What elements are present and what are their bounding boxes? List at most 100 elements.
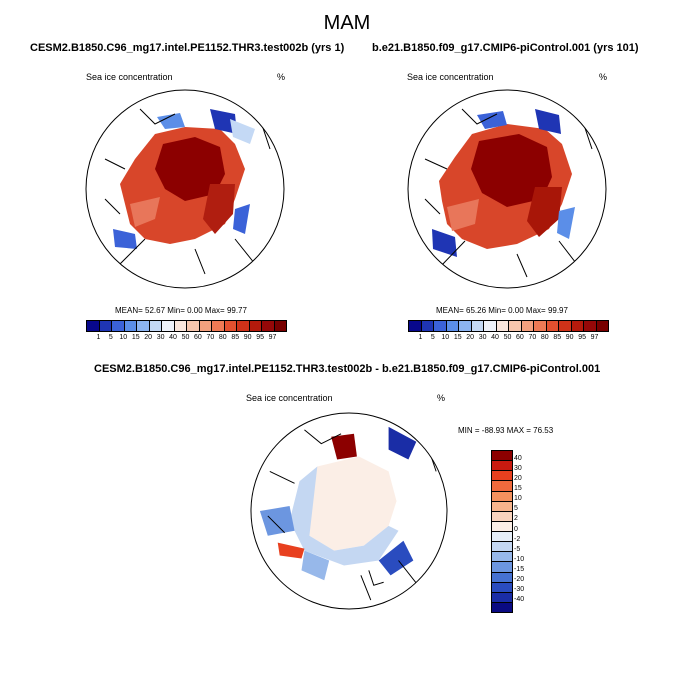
left-ice-east xyxy=(203,184,235,234)
right-colorbar-tick-label: 85 xyxy=(553,334,562,341)
diff-colorbar-tick-label: 40 xyxy=(514,455,522,463)
right-colorbar-tick-label: 5 xyxy=(430,334,435,341)
left-colorbar-swatch xyxy=(187,321,200,331)
right-marginal-east xyxy=(557,207,575,239)
diff-colorbar-tick-label: -40 xyxy=(514,595,525,603)
diff-colorbar-swatch xyxy=(492,572,512,583)
left-colorbar-swatch xyxy=(262,321,275,331)
diff-colorbar-swatch xyxy=(492,582,512,593)
diff-colorbar-tick-label: -20 xyxy=(514,575,525,583)
diff-colorbar-swatch xyxy=(492,471,512,482)
left-min-value: 0.00 xyxy=(187,306,203,315)
right-ice-west xyxy=(447,199,479,231)
right-max-label: Max= xyxy=(525,306,546,315)
right-min-label: Min= xyxy=(488,306,506,315)
diff-colorbar-swatch xyxy=(492,592,512,603)
right-case-title: b.e21.B1850.f09_g17.CMIP6-piControl.001 … xyxy=(372,42,639,54)
right-colorbar-tick-label: 10 xyxy=(441,334,450,341)
right-colorbar-swatch xyxy=(409,321,422,331)
left-field-label: Sea ice concentration xyxy=(86,72,173,82)
left-colorbar-swatch xyxy=(249,321,262,331)
left-colorbar-tick-label: 30 xyxy=(156,334,165,341)
left-colorbar-swatch xyxy=(212,321,225,331)
right-colorbar-tick-label: 1 xyxy=(418,334,423,341)
right-ice-core xyxy=(471,134,552,207)
right-min-value: 0.00 xyxy=(508,306,524,315)
right-colorbar-tick-label: 95 xyxy=(578,334,587,341)
right-colorbar-labels: 1 5 10 15 20 30 40 50 60 70 80 85 90 95 97 xyxy=(408,334,607,344)
diff-units-label: % xyxy=(437,393,446,403)
left-marginal-ne2 xyxy=(230,119,255,144)
left-colorbar-tick-label: 95 xyxy=(256,334,265,341)
left-colorbar-tick-label: 15 xyxy=(131,334,140,341)
diff-colorbar-tick-label: 30 xyxy=(514,465,522,473)
diff-colorbar-swatch xyxy=(492,511,512,522)
left-colorbar-swatch xyxy=(162,321,175,331)
left-colorbar-tick-label: 60 xyxy=(194,334,202,341)
diff-colorbar-tick-label: -30 xyxy=(514,585,525,593)
diff-colorbar-labels: 40 30 20 15 10 5 2 0 -2 -5 -10 -15 -20 -30 -40 xyxy=(514,450,544,611)
left-colorbar-tick-label: 10 xyxy=(119,334,128,341)
diff-positive-west xyxy=(277,542,305,559)
right-colorbar-swatch xyxy=(559,321,572,331)
diff-field-label: Sea ice concentration xyxy=(246,393,333,403)
diff-minmax-label: MIN = -88.93 MAX = 76.53 xyxy=(458,426,554,435)
right-colorbar-tick-label: 15 xyxy=(453,334,462,341)
left-ice-core xyxy=(155,137,225,201)
diff-colorbar-swatch xyxy=(492,562,512,573)
right-colorbar-swatch xyxy=(509,321,522,331)
diff-negative-ne xyxy=(388,426,417,460)
left-colorbar-tick-label: 70 xyxy=(206,334,215,341)
right-colorbar-tick-label: 50 xyxy=(503,334,512,341)
diff-colorbar-tick-label: -2 xyxy=(514,535,521,543)
left-colorbar-tick-label: 80 xyxy=(218,334,227,341)
right-marginal-south xyxy=(432,229,457,257)
right-colorbar-swatch xyxy=(571,321,584,331)
right-colorbar-swatch xyxy=(534,321,547,331)
left-mean-label: MEAN= xyxy=(115,306,143,315)
diff-negative-south xyxy=(301,550,330,581)
right-colorbar-swatch xyxy=(496,321,509,331)
diff-colorbar-tick-label: 20 xyxy=(514,475,522,483)
diff-colorbar-swatch xyxy=(492,461,512,472)
right-colorbar-tick-label: 40 xyxy=(491,334,499,341)
right-colorbar-swatch xyxy=(421,321,434,331)
left-marginal-ne xyxy=(210,109,237,134)
diff-colorbar-swatch xyxy=(492,491,512,502)
diff-colorbar xyxy=(491,450,513,613)
left-colorbar-swatch xyxy=(237,321,250,331)
left-marginal-east xyxy=(233,204,250,234)
diff-negative-east xyxy=(378,540,414,576)
right-colorbar-tick-label: 60 xyxy=(516,334,524,341)
right-field-label: Sea ice concentration xyxy=(407,72,494,82)
diff-colorbar-tick-label: -5 xyxy=(514,545,521,553)
right-colorbar-tick-label: 80 xyxy=(540,334,549,341)
right-colorbar-swatch xyxy=(584,321,597,331)
right-units-label: % xyxy=(599,72,608,82)
diff-colorbar-swatch xyxy=(492,602,512,612)
left-ice-west xyxy=(130,197,160,227)
left-colorbar-swatch xyxy=(99,321,112,331)
right-marginal-north xyxy=(477,111,507,129)
diff-negative-ring xyxy=(289,466,399,566)
left-units-label: % xyxy=(277,72,286,82)
right-colorbar-swatch xyxy=(546,321,559,331)
right-colorbar-tick-label: 20 xyxy=(466,334,475,341)
diff-positive-north xyxy=(331,433,357,460)
right-polar-map xyxy=(407,89,607,289)
left-colorbar-tick-label: 50 xyxy=(181,334,190,341)
left-colorbar-swatch xyxy=(87,321,100,331)
diff-colorbar-tick-label: 5 xyxy=(514,505,518,513)
right-colorbar-swatch xyxy=(471,321,484,331)
right-colorbar-swatch xyxy=(434,321,447,331)
diff-colorbar-swatch xyxy=(492,532,512,543)
left-max-label: Max= xyxy=(204,306,225,315)
left-colorbar-swatch xyxy=(112,321,125,331)
left-min-label: Min= xyxy=(167,306,185,315)
right-colorbar-tick-label: 30 xyxy=(478,334,487,341)
left-colorbar-swatch xyxy=(199,321,212,331)
diff-colorbar-swatch xyxy=(492,481,512,492)
diff-colorbar-tick-label: 15 xyxy=(514,485,522,493)
left-colorbar-tick-label: 20 xyxy=(144,334,153,341)
diff-colorbar-swatch xyxy=(492,451,512,462)
